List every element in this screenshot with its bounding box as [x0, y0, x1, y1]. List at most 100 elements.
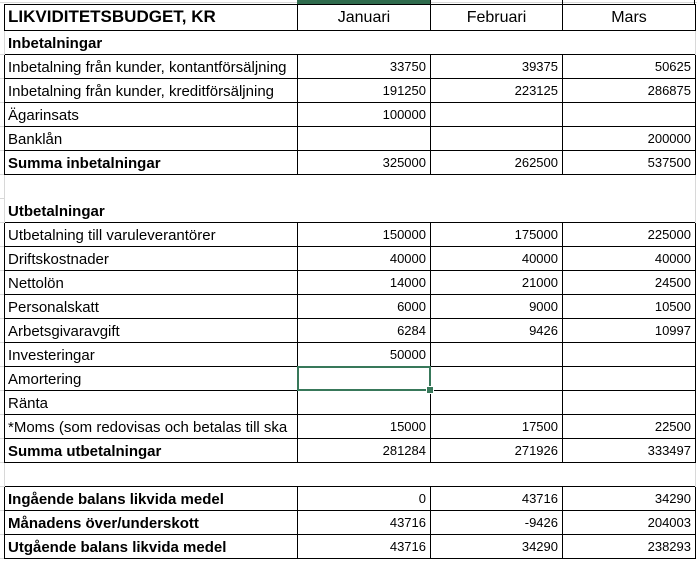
- value-cell[interactable]: 43716: [430, 486, 563, 511]
- value-cell[interactable]: [430, 102, 563, 127]
- sheet-title-cell[interactable]: LIKVIDITETSBUDGET, KR: [4, 4, 298, 31]
- row-label-cell[interactable]: *Moms (som redovisas och betalas till sk…: [4, 414, 298, 439]
- row-label-cell[interactable]: [4, 174, 298, 199]
- value-cell[interactable]: 10500: [562, 294, 696, 319]
- row-label-cell[interactable]: Summa inbetalningar: [4, 150, 298, 175]
- table-row: *Moms (som redovisas och betalas till sk…: [4, 414, 697, 439]
- value-cell[interactable]: 150000: [297, 222, 431, 247]
- value-cell[interactable]: 333497: [562, 438, 696, 463]
- row-label-cell[interactable]: Investeringar: [4, 342, 298, 367]
- row-label-cell[interactable]: Inbetalning från kunder, kontantförsäljn…: [4, 54, 298, 79]
- column-header-januari[interactable]: Januari: [297, 4, 431, 31]
- value-cell[interactable]: [297, 462, 431, 487]
- value-cell[interactable]: 40000: [562, 246, 696, 271]
- fill-handle[interactable]: [426, 386, 434, 394]
- value-cell[interactable]: 6284: [297, 318, 431, 343]
- row-label-cell[interactable]: Ränta: [4, 390, 298, 415]
- value-cell[interactable]: [430, 198, 563, 223]
- value-cell[interactable]: 175000: [430, 222, 563, 247]
- value-cell[interactable]: [562, 102, 696, 127]
- value-cell[interactable]: 200000: [562, 126, 696, 151]
- row-label-cell[interactable]: Utbetalningar: [4, 198, 298, 223]
- value-cell[interactable]: [562, 30, 696, 55]
- selected-cell[interactable]: [297, 366, 434, 394]
- value-cell[interactable]: 21000: [430, 270, 563, 295]
- value-cell[interactable]: [562, 462, 696, 487]
- value-cell[interactable]: 43716: [297, 534, 431, 559]
- row-label-cell[interactable]: Utbetalning till varuleverantörer: [4, 222, 298, 247]
- value-cell[interactable]: 262500: [430, 150, 563, 175]
- table-row: Inbetalning från kunder, kreditförsäljni…: [4, 78, 696, 103]
- value-cell[interactable]: 22500*: [562, 414, 697, 439]
- table-row: Personalskatt 6000 9000 10500: [4, 294, 696, 319]
- value-cell[interactable]: [297, 174, 431, 199]
- value-cell[interactable]: 40000: [430, 246, 563, 271]
- value-cell[interactable]: 537500: [562, 150, 696, 175]
- value-cell[interactable]: 100000: [297, 102, 431, 127]
- row-label-cell[interactable]: Ägarinsats: [4, 102, 298, 127]
- column-header-mars[interactable]: Mars: [562, 4, 696, 31]
- table-row: Banklån 200000: [4, 126, 696, 151]
- value-cell[interactable]: 238293: [562, 534, 696, 559]
- value-cell[interactable]: 9426: [430, 318, 563, 343]
- value-cell[interactable]: [562, 342, 696, 367]
- value-cell[interactable]: [430, 30, 563, 55]
- row-label-cell[interactable]: Arbetsgivaravgift: [4, 318, 298, 343]
- value-cell[interactable]: 6000: [297, 294, 431, 319]
- value-cell[interactable]: 271926: [430, 438, 563, 463]
- row-label-cell[interactable]: Banklån: [4, 126, 298, 151]
- value-cell[interactable]: 9000: [430, 294, 563, 319]
- row-label-cell[interactable]: Inbetalningar: [4, 30, 298, 55]
- value-cell[interactable]: 40000: [297, 246, 431, 271]
- row-label-cell[interactable]: Amortering: [4, 366, 298, 391]
- value-cell[interactable]: [297, 198, 431, 223]
- row-label-cell[interactable]: [4, 462, 298, 487]
- value-cell[interactable]: 281284: [297, 438, 431, 463]
- value-cell[interactable]: [297, 390, 431, 415]
- table-row: Summa utbetalningar 281284 271926 333497: [4, 438, 696, 463]
- value-cell[interactable]: 15000: [297, 414, 431, 439]
- row-label-cell[interactable]: Månadens över/underskott: [4, 510, 298, 535]
- value-cell[interactable]: 50625: [562, 54, 696, 79]
- value-cell[interactable]: [562, 390, 696, 415]
- value-cell[interactable]: [562, 366, 696, 391]
- value-cell[interactable]: 191250: [297, 78, 431, 103]
- value-cell[interactable]: 225000: [562, 222, 696, 247]
- value-cell[interactable]: 14000: [297, 270, 431, 295]
- value-cell[interactable]: [430, 462, 563, 487]
- value-cell[interactable]: 10997: [562, 318, 696, 343]
- value-cell[interactable]: 325000: [297, 150, 431, 175]
- table-row: Summa inbetalningar 325000 262500 537500: [4, 150, 696, 175]
- row-label-cell[interactable]: Nettolön: [4, 270, 298, 295]
- value-cell[interactable]: [562, 198, 696, 223]
- value-cell[interactable]: 286875: [562, 78, 696, 103]
- value-cell[interactable]: [430, 342, 563, 367]
- value-cell[interactable]: 223125: [430, 78, 563, 103]
- column-header-februari[interactable]: Februari: [430, 4, 563, 31]
- value-cell[interactable]: 0: [297, 486, 431, 511]
- value-cell[interactable]: 33750: [297, 54, 431, 79]
- value-cell[interactable]: [430, 366, 563, 391]
- value-cell[interactable]: 43716: [297, 510, 431, 535]
- row-label-cell[interactable]: Utgående balans likvida medel: [4, 534, 298, 559]
- value-cell[interactable]: 34290: [430, 534, 563, 559]
- value-cell[interactable]: 39375: [430, 54, 563, 79]
- value-cell[interactable]: 17500: [430, 414, 563, 439]
- row-label-cell[interactable]: Driftskostnader: [4, 246, 298, 271]
- value-cell[interactable]: [430, 126, 563, 151]
- gridline-stub: [430, 0, 431, 5]
- row-label-cell[interactable]: Inbetalning från kunder, kreditförsäljni…: [4, 78, 298, 103]
- value-cell[interactable]: [430, 174, 563, 199]
- value-cell[interactable]: [562, 174, 696, 199]
- value-cell[interactable]: 204003: [562, 510, 696, 535]
- value-cell[interactable]: 24500: [562, 270, 696, 295]
- value-cell[interactable]: [430, 390, 563, 415]
- value-cell[interactable]: [297, 126, 431, 151]
- value-cell[interactable]: 50000: [297, 342, 431, 367]
- row-label-cell[interactable]: Ingående balans likvida medel: [4, 486, 298, 511]
- row-label-cell[interactable]: Summa utbetalningar: [4, 438, 298, 463]
- value-cell[interactable]: -9426: [430, 510, 563, 535]
- value-cell[interactable]: [297, 30, 431, 55]
- row-label-cell[interactable]: Personalskatt: [4, 294, 298, 319]
- value-cell[interactable]: 34290: [562, 486, 696, 511]
